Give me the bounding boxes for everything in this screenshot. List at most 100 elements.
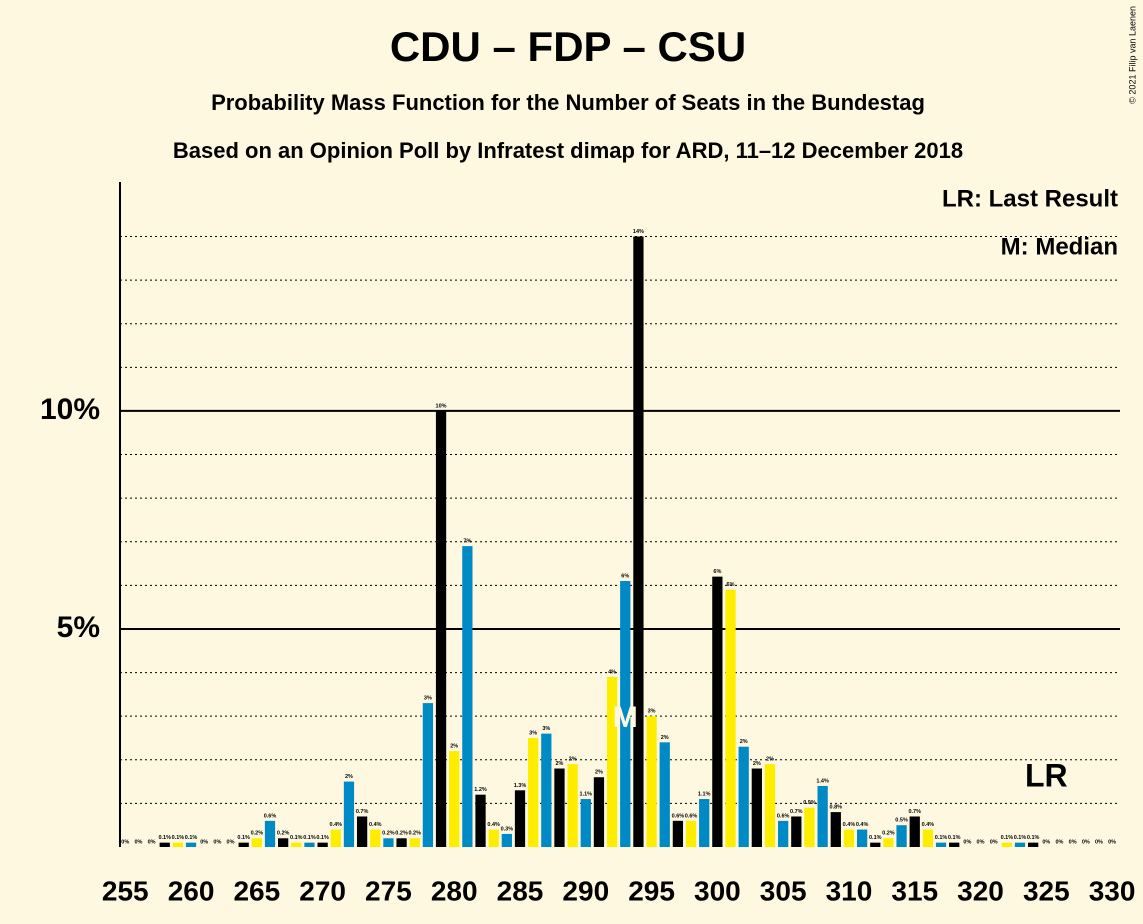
- value-label: 0.7%: [908, 809, 921, 815]
- value-label: 0.1%: [869, 835, 882, 841]
- value-label: 2%: [595, 770, 603, 776]
- x-tick-label: 300: [694, 875, 741, 906]
- value-label: 0.1%: [316, 835, 329, 841]
- value-label: 0%: [134, 839, 142, 845]
- chart-subtitle: Probability Mass Function for the Number…: [211, 90, 925, 115]
- bar: [922, 829, 934, 847]
- value-label: 2%: [661, 735, 669, 741]
- value-label: 0%: [1042, 839, 1050, 845]
- x-tick-label: 260: [168, 875, 215, 906]
- value-label: 6%: [727, 582, 735, 588]
- bar: [949, 842, 960, 847]
- bar: [264, 820, 276, 847]
- chart-subtitle: Based on an Opinion Poll by Infratest di…: [173, 138, 963, 163]
- value-label: 1.1%: [698, 791, 711, 797]
- bar: [488, 829, 499, 847]
- bar: [370, 829, 381, 847]
- value-label: 0.4%: [487, 822, 500, 828]
- value-label: 0%: [1108, 839, 1116, 845]
- bar: [159, 842, 170, 847]
- value-label: 2%: [345, 774, 353, 780]
- x-tick-label: 315: [891, 875, 938, 906]
- bar: [343, 781, 355, 847]
- bar: [738, 746, 749, 847]
- bar: [725, 589, 736, 847]
- value-label: 0.6%: [777, 813, 790, 819]
- value-label: 0.1%: [172, 835, 185, 841]
- bar: [751, 768, 762, 847]
- value-label: 0.1%: [1027, 835, 1040, 841]
- copyright: © 2021 Filip van Laenen: [1127, 6, 1137, 104]
- y-tick-label: 10%: [40, 393, 100, 426]
- x-tick-label: 275: [365, 875, 412, 906]
- value-label: 0.2%: [277, 831, 290, 837]
- bar: [422, 703, 434, 847]
- value-label: 0%: [963, 839, 971, 845]
- x-tick-label: 255: [102, 875, 149, 906]
- bar: [843, 829, 855, 847]
- value-label: 0.6%: [672, 813, 685, 819]
- bar: [449, 751, 460, 847]
- bar: [1001, 842, 1012, 847]
- x-tick-label: 325: [1023, 875, 1070, 906]
- bar: [383, 838, 394, 847]
- bar: [185, 842, 197, 847]
- value-label: 0.1%: [1014, 835, 1027, 841]
- x-tick-label: 320: [957, 875, 1004, 906]
- bar: [396, 838, 407, 847]
- value-label: 0.5%: [895, 818, 908, 824]
- bar: [567, 764, 578, 847]
- bar: [580, 799, 591, 847]
- bar: [593, 777, 605, 847]
- value-label: 0.2%: [395, 831, 408, 837]
- value-label: 0.3%: [501, 826, 514, 832]
- value-label: 0%: [990, 839, 998, 845]
- annotation: LR: [1025, 757, 1068, 793]
- value-label: 0%: [1082, 839, 1090, 845]
- value-label: 0.2%: [882, 831, 895, 837]
- bar: [317, 842, 328, 847]
- x-tick-label: 330: [1089, 875, 1136, 906]
- value-label: 1.4%: [816, 778, 829, 784]
- x-tick-label: 290: [562, 875, 609, 906]
- value-label: 0.4%: [922, 822, 935, 828]
- bar: [935, 842, 947, 847]
- value-label: 0.1%: [185, 835, 198, 841]
- y-tick-label: 5%: [57, 611, 100, 644]
- bar: [554, 768, 565, 847]
- bar: [672, 820, 684, 847]
- value-label: 0.1%: [948, 835, 961, 841]
- bar: [830, 812, 841, 847]
- value-label: 0%: [121, 839, 129, 845]
- value-label: 4%: [608, 669, 616, 675]
- bar: [291, 842, 302, 847]
- value-label: 0.1%: [237, 835, 250, 841]
- x-tick-label: 280: [431, 875, 478, 906]
- bar: [620, 581, 631, 847]
- value-label: 3%: [424, 696, 432, 702]
- bar: [764, 764, 776, 847]
- bar: [462, 546, 473, 847]
- value-label: 0.7%: [790, 809, 803, 815]
- value-label: 2%: [753, 761, 761, 767]
- value-label: 0.1%: [1001, 835, 1014, 841]
- value-label: 2%: [766, 757, 774, 763]
- value-label: 0%: [1055, 839, 1063, 845]
- bar: [606, 676, 618, 847]
- value-label: 14%: [633, 229, 644, 235]
- bar: [659, 742, 670, 847]
- x-tick-label: 285: [497, 875, 544, 906]
- legend-note: M: Median: [1001, 233, 1118, 260]
- value-label: 0.1%: [290, 835, 303, 841]
- bar: [699, 799, 710, 847]
- value-label: 0%: [148, 839, 156, 845]
- x-tick-label: 305: [760, 875, 807, 906]
- value-label: 1.1%: [580, 791, 593, 797]
- value-label: 0.9%: [803, 800, 816, 806]
- value-label: 0%: [1095, 839, 1103, 845]
- chart-title: CDU – FDP – CSU: [390, 23, 746, 70]
- value-label: 0%: [227, 839, 235, 845]
- bar: [304, 842, 315, 847]
- value-label: 2%: [569, 757, 577, 763]
- value-label: 3%: [648, 709, 656, 715]
